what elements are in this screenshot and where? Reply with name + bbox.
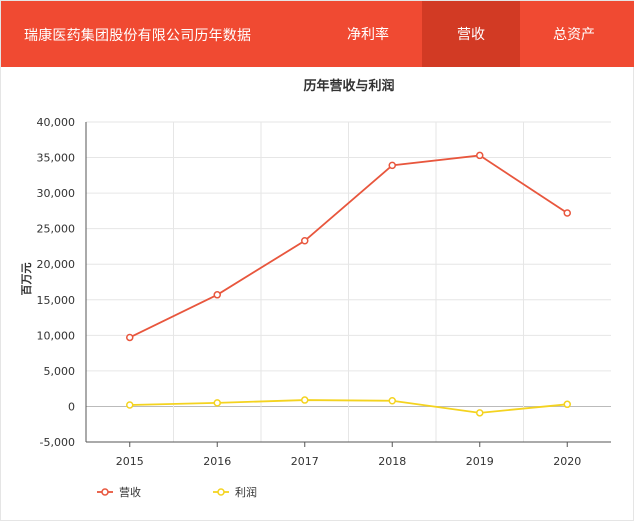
legend-label: 利润 [235,485,257,499]
data-point [388,161,396,170]
tab-net-margin[interactable]: 净利率 [347,27,389,43]
data-point [388,397,396,405]
legend-marker [101,488,109,496]
x-tick-label: 2017 [291,455,319,468]
y-tick-label: 35,000 [37,152,76,165]
x-tick-label: 2016 [203,455,231,468]
data-point [563,209,571,217]
company-title: 瑞康医药集团股份有限公司历年数据 [24,28,252,44]
y-tick-label: 0 [68,400,75,413]
x-tick-label: 2020 [553,455,581,468]
x-tick-label: 2018 [378,455,406,468]
header-bar: 瑞康医药集团股份有限公司历年数据 净利率 营收 总资产 [1,1,634,67]
data-point [476,151,484,160]
data-point [563,400,571,409]
data-point [213,291,221,299]
tab-revenue[interactable]: 营收 [422,1,520,67]
y-tick-label: 15,000 [37,294,76,307]
data-point [126,401,134,409]
y-tick-label: 25,000 [37,223,76,236]
y-tick-label: 10,000 [37,329,76,342]
chart-title: 历年营收与利润 [303,78,394,94]
series-line-2 [129,399,568,414]
data-point [126,333,134,342]
y-tick-label: 20,000 [37,258,76,271]
y-tick-label: 40,000 [37,116,76,129]
y-tick-label: 5,000 [44,365,76,378]
data-point [301,396,309,404]
x-tick-label: 2015 [116,455,144,468]
y-tick-label: -5,000 [40,436,75,449]
chart-area: 历年营收与利润 百万元 -5,000 0 5,000 10,000 15,000 20,0… [1,67,634,522]
legend-marker [217,488,225,496]
tab-total-assets[interactable]: 总资产 [553,27,595,43]
data-point [301,237,309,245]
data-point [476,409,484,417]
legend-label: 营收 [119,485,141,499]
y-tick-label: 30,000 [37,187,76,200]
y-axis-label: 百万元 [20,263,33,296]
line-chart: 历年营收与利润 百万元 -5,000 0 5,000 10,000 15,000 20,0… [20,78,611,499]
x-tick-label: 2019 [466,455,494,468]
data-point [213,399,221,407]
series-line-1 [129,154,568,339]
